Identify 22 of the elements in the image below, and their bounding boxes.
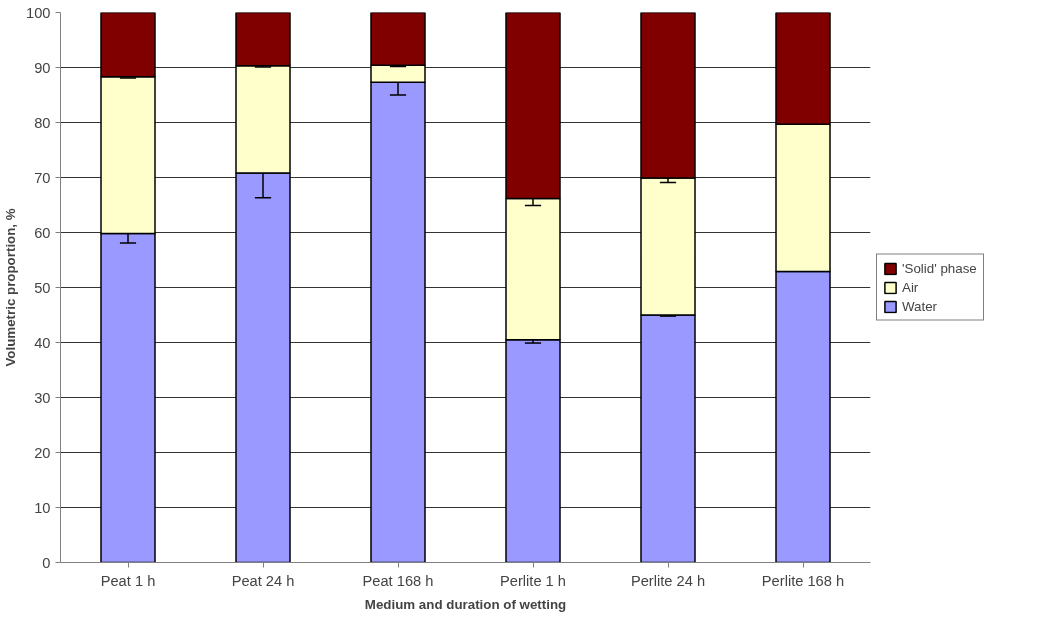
y-tick-label: 50 xyxy=(34,279,51,296)
y-tick-label: 0 xyxy=(42,554,51,571)
x-tick-label: Perlite 1 h xyxy=(500,572,567,589)
x-axis-title: Medium and duration of wetting xyxy=(364,596,567,612)
y-tick-label: 40 xyxy=(34,334,51,351)
y-tick-label: 20 xyxy=(34,444,51,461)
x-tick-label: Peat 168 h xyxy=(362,572,434,589)
x-tick-label: Peat 1 h xyxy=(100,572,156,589)
y-tick-label: 90 xyxy=(34,59,51,76)
x-tick-label: Perlite 24 h xyxy=(630,572,706,589)
y-tick-label: 30 xyxy=(34,389,51,406)
x-tick-label: Perlite 168 h xyxy=(761,572,845,589)
y-tick-label: 100 xyxy=(26,4,51,21)
y-tick-label: 70 xyxy=(34,169,51,186)
legend-label: 'Solid' phase xyxy=(902,260,977,276)
legend-label: Water xyxy=(902,298,938,314)
y-tick-label: 60 xyxy=(34,224,51,241)
y-tick-label: 80 xyxy=(34,114,51,131)
x-tick-label: Peat 24 h xyxy=(231,572,295,589)
legend-label: Air xyxy=(902,279,920,295)
y-axis-title: Volumetric proportion, % xyxy=(3,208,19,367)
y-tick-label: 10 xyxy=(34,499,51,516)
